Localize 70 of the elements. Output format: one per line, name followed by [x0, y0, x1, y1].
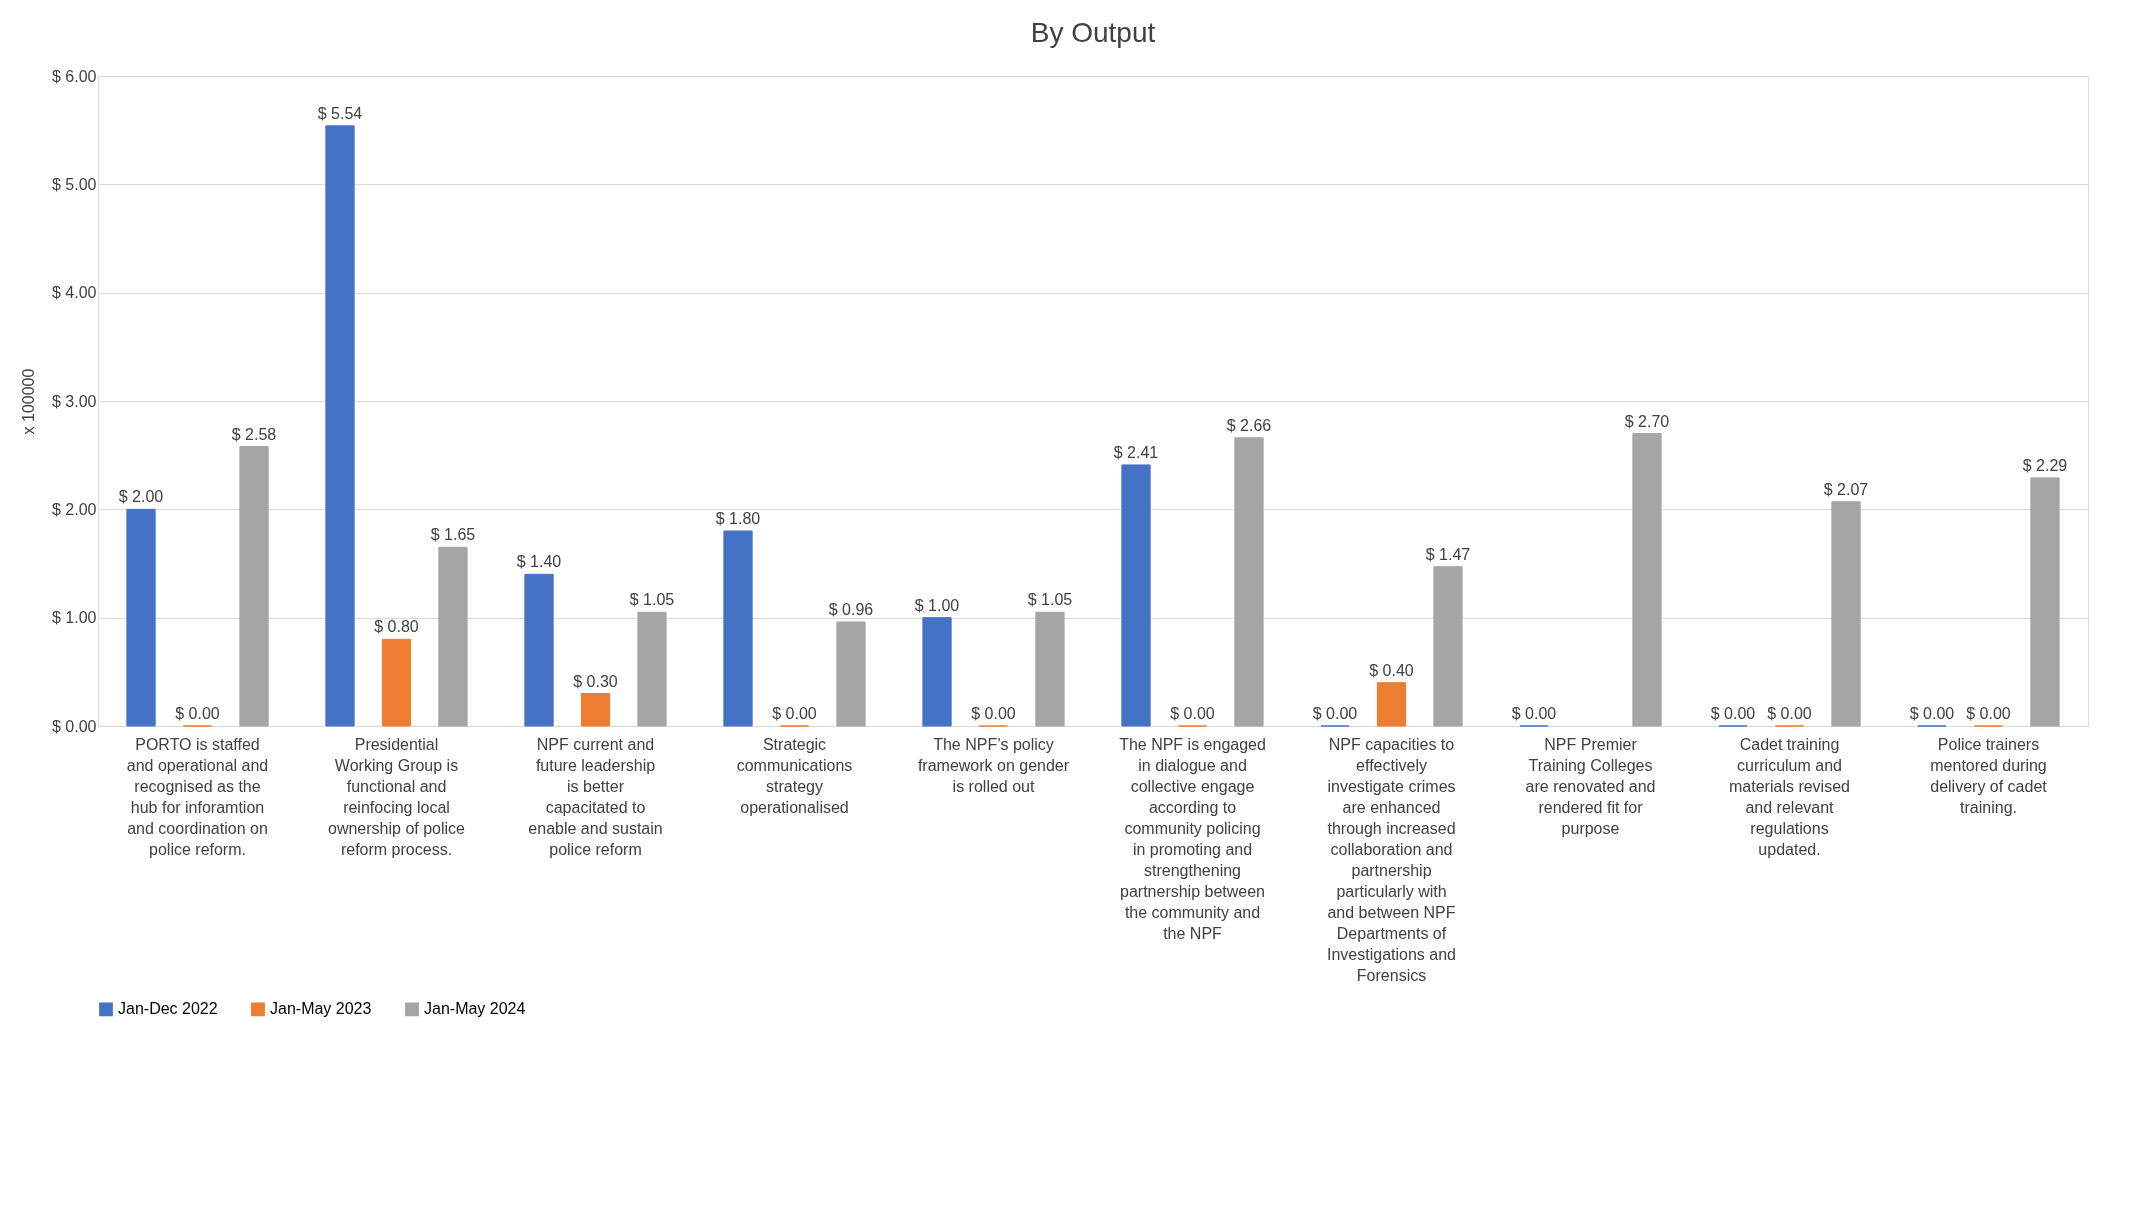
category-label: The NPF is engaged in dialogue and collective engage according to community policing in promoting and strengthening partnership between the community and the NPF — [1119, 735, 1266, 942]
bar — [438, 546, 468, 727]
data-label: $ 2.29 — [2022, 456, 2068, 474]
data-label: $ 1.47 — [1425, 545, 1471, 563]
bar — [381, 638, 412, 727]
y-tick-label: $ 3.00 — [52, 392, 97, 410]
data-label: $ 2.00 — [118, 488, 164, 506]
bar — [1831, 501, 1861, 727]
y-tick-label: $ 6.00 — [52, 67, 97, 85]
data-label: $ 0.00 — [1170, 705, 1215, 722]
data-label: $ 2.41 — [1113, 443, 1159, 461]
x-tick-label: Strategic communications strategy operationalised — [736, 735, 853, 816]
x-tick-label: The NPF’s policy framework on gender is rolled out — [917, 735, 1070, 795]
data-label: $ 1.80 — [715, 510, 761, 527]
x-tick-label: Cadet training curriculum and materials revised and relevant regulations updated. — [1729, 735, 1850, 858]
data-label: $ 1.05 — [629, 591, 675, 609]
bar — [126, 508, 156, 727]
bar — [723, 530, 753, 727]
data-label: $ 1.00 — [914, 596, 960, 614]
data-label: $ 0.00 — [1511, 705, 1557, 722]
data-label: $ 2.58 — [231, 425, 277, 443]
bar — [1234, 437, 1264, 727]
bar — [1035, 611, 1065, 727]
x-tick-label: Police trainers mentored during delivery of cadet training. — [1930, 735, 2048, 816]
bar — [1433, 566, 1463, 727]
bar — [580, 693, 611, 727]
data-label: $ 0.00 — [1767, 705, 1812, 722]
bar — [637, 611, 667, 727]
bar — [922, 617, 952, 727]
data-label: $ 1.05 — [1027, 591, 1073, 609]
data-label: $ 0.00 — [772, 705, 817, 722]
y-tick-label: $ 4.00 — [52, 284, 97, 302]
bar — [1121, 464, 1151, 727]
data-label: $ 0.00 — [1312, 705, 1358, 722]
category-label: NPF capacities to effectively investigate crimes are enhanced through increased collaboration and partnership particularly with and between NPF Departments of Investigations and Forensics — [1327, 735, 1456, 984]
data-label: $ 1.65 — [430, 526, 476, 544]
y-tick-label: $ 2.00 — [52, 500, 97, 518]
data-label: $ 0.00 — [1966, 705, 2011, 722]
bar — [325, 125, 355, 727]
data-label: $ 0.00 — [971, 705, 1016, 722]
bar — [239, 446, 269, 727]
y-tick-label: $ 1.00 — [52, 609, 97, 627]
y-tick-label: $ 5.00 — [52, 175, 97, 193]
data-label: $ 1.40 — [516, 553, 562, 571]
x-tick-label: Presidential Working Group is functional and reinfocing local ownership of police reform process. — [328, 735, 466, 858]
x-tick-label: NPF Premier Training Colleges are renovated and rendered fit for purpose — [1525, 735, 1656, 837]
legend-label: Jan-May 2024 — [424, 1000, 526, 1018]
data-label: $ 0.00 — [175, 705, 220, 722]
data-label: $ 2.07 — [1823, 480, 1869, 498]
bar — [1632, 433, 1662, 727]
bar — [1376, 682, 1407, 727]
bar — [524, 573, 554, 727]
data-label: $ 0.00 — [1710, 705, 1756, 722]
y-axis-title: x 100000 — [20, 368, 38, 435]
legend-label: Jan-Dec 2022 — [118, 1000, 218, 1018]
bar — [836, 621, 866, 727]
data-label: $ 2.66 — [1226, 416, 1272, 434]
data-label: $ 0.30 — [573, 672, 618, 690]
data-label: $ 2.70 — [1624, 412, 1670, 430]
data-label: $ 0.96 — [828, 601, 874, 618]
data-label: $ 0.40 — [1369, 661, 1414, 679]
chart-title: By Output — [1030, 17, 1156, 48]
x-tick-label: PORTO is staffed and operational and recognised as the hub for inforamtion and coordination on police reform. — [126, 735, 269, 858]
legend-label: Jan-May 2023 — [270, 1000, 372, 1018]
data-label: $ 0.80 — [374, 618, 419, 636]
data-label: $ 5.54 — [317, 104, 363, 122]
y-tick-label: $ 0.00 — [52, 717, 97, 735]
bar — [2030, 477, 2060, 727]
x-tick-label: NPF current and future leadership is better capacitated to enable and sustain police reform — [528, 735, 663, 858]
data-label: $ 0.00 — [1909, 705, 1955, 722]
